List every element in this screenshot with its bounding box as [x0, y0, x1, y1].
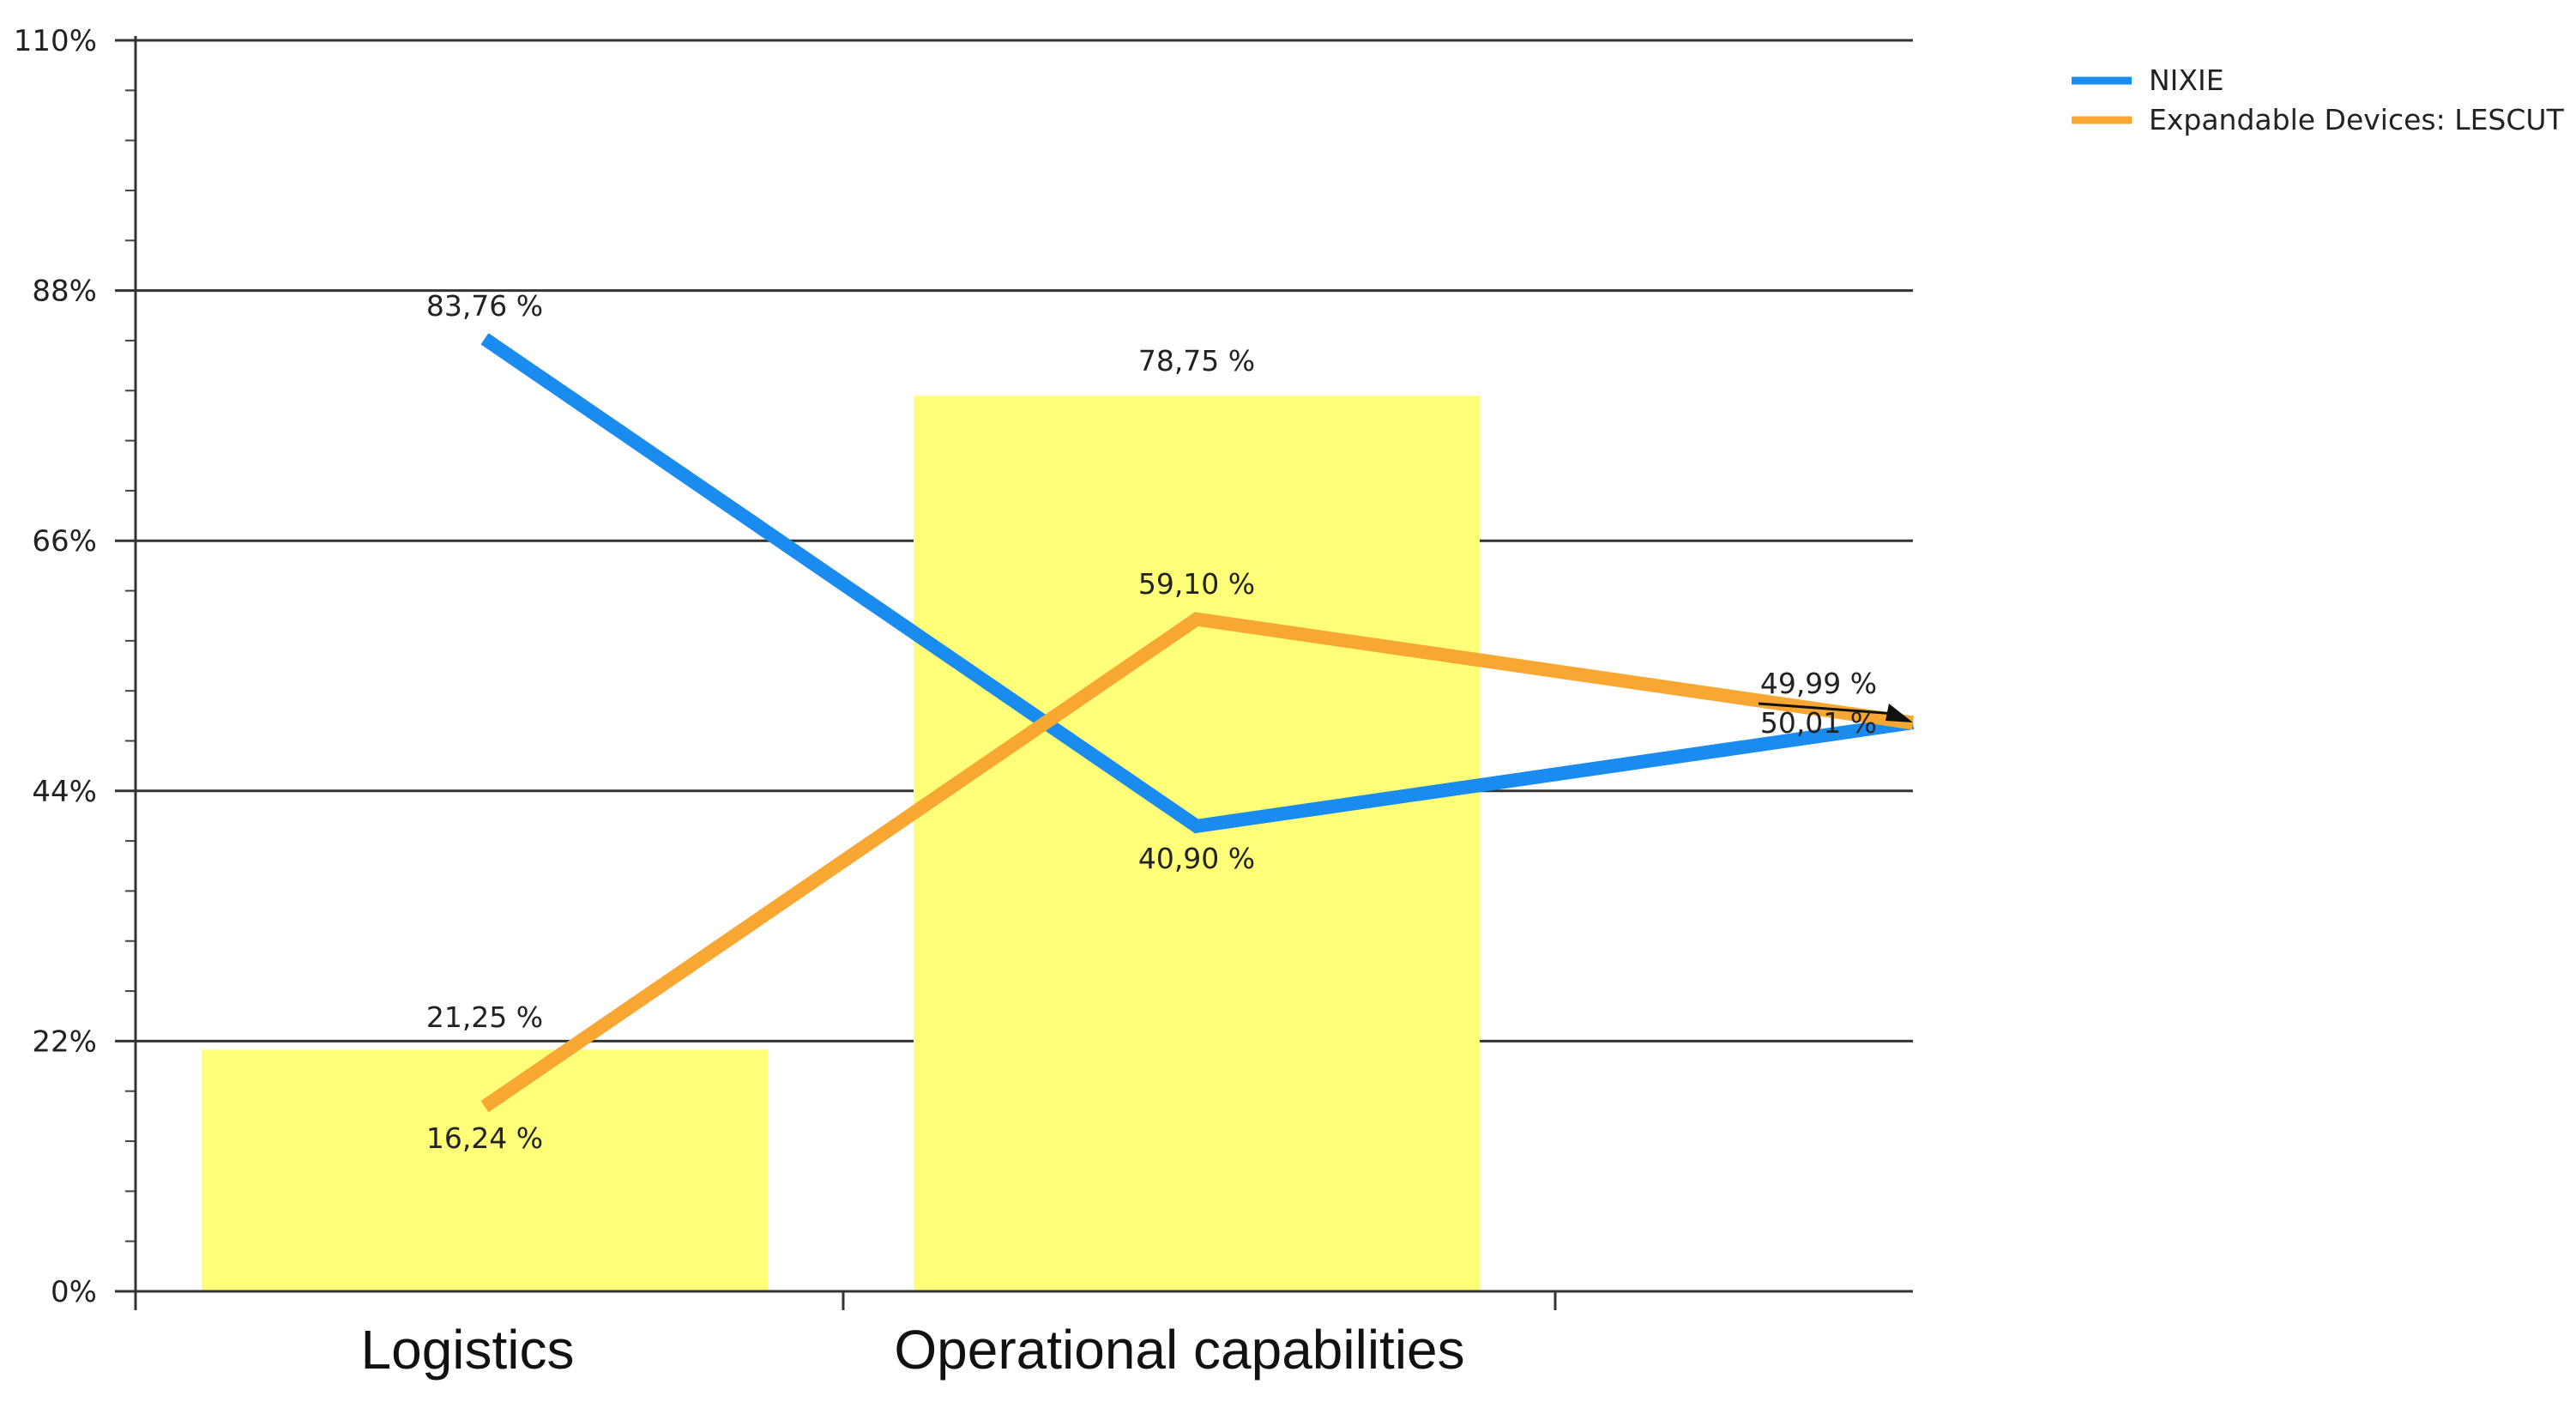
- series-lines: [480, 333, 1915, 1113]
- y-tick-label: 22%: [32, 1024, 97, 1059]
- x-category-label: Logistics: [361, 1319, 575, 1381]
- y-tick-label: 88%: [32, 275, 97, 309]
- series-data-label: 49,99 %: [1760, 667, 1877, 700]
- legend-label-1: Expandable Devices: LESCUT: [2149, 103, 2565, 136]
- y-tick-label: 66%: [32, 524, 97, 559]
- y-tick-label: 44%: [32, 775, 97, 809]
- x-category-label: Operational capabilities: [894, 1319, 1464, 1381]
- legend: NIXIE Expandable Devices: LESCUT: [2072, 63, 2565, 136]
- bar-0: [202, 1049, 768, 1291]
- y-tick-label: 0%: [51, 1275, 97, 1309]
- series-data-label: 40,90 %: [1138, 842, 1255, 875]
- series-data-label: 59,10 %: [1138, 567, 1255, 601]
- bars: [202, 396, 1480, 1291]
- label-leader-line: [1758, 702, 1897, 716]
- label-leader-arrow: [1885, 704, 1913, 722]
- bar-1: [914, 396, 1480, 1291]
- series-data-label: 16,24 %: [426, 1121, 543, 1155]
- legend-label-0: NIXIE: [2149, 63, 2224, 97]
- series-data-label: 50,01 %: [1760, 706, 1877, 740]
- data-labels: 21,25 % 78,75 % 83,76 % 40,90 % 50,01 % 16,24…: [426, 289, 1877, 1155]
- axes: 0% 22% 44% 66% 88% 110% Logistics Operational c…: [14, 24, 1913, 1381]
- y-tick-label: 110%: [14, 24, 97, 58]
- bar-data-label: 21,25 %: [426, 1000, 543, 1034]
- series-data-label: 83,76 %: [426, 289, 543, 323]
- bar-data-label: 78,75 %: [1138, 344, 1255, 378]
